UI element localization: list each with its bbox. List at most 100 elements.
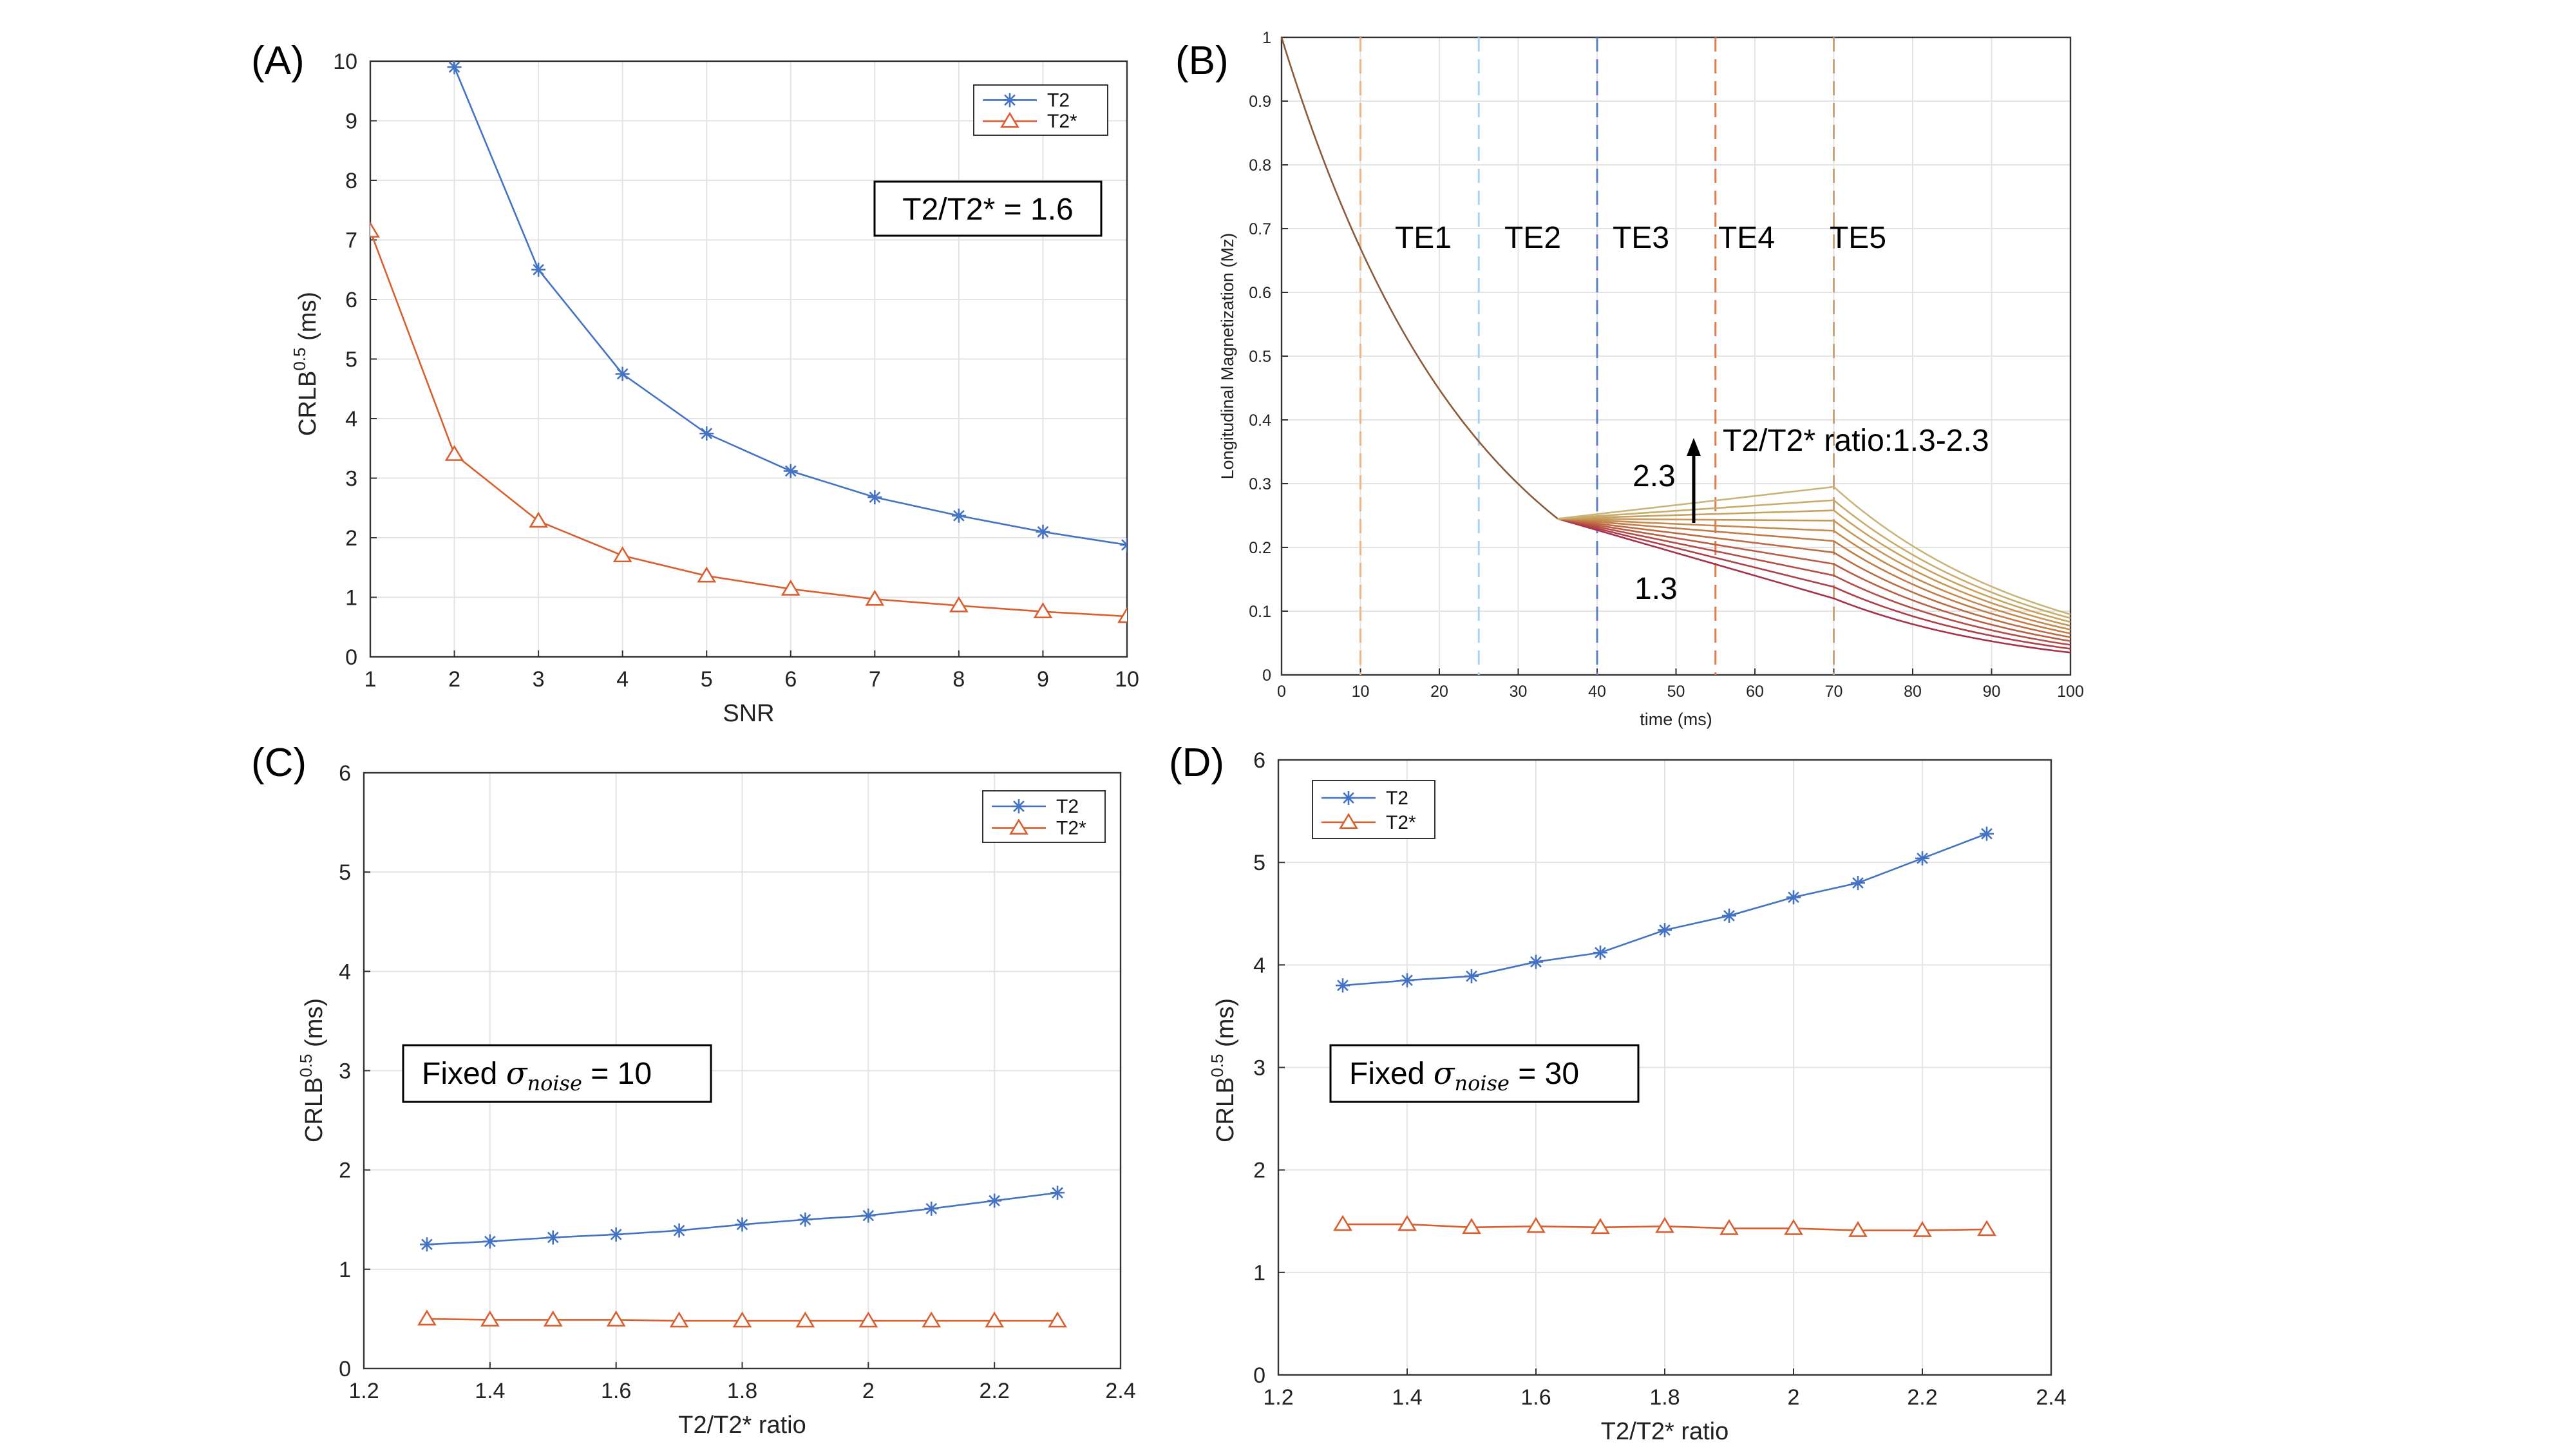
data-point	[1120, 538, 1127, 553]
data-point-d2	[1852, 877, 1864, 889]
y-tick-label: 9	[345, 109, 357, 134]
legend-marker	[1339, 813, 1358, 829]
data-point	[1462, 1218, 1481, 1235]
data-point	[615, 366, 630, 381]
annot-prefix: Fixed	[1349, 1057, 1434, 1091]
data-point-d2	[616, 368, 629, 380]
crlb-unit: (ms)	[294, 292, 321, 341]
data-point	[1786, 890, 1801, 905]
data-point	[732, 1311, 752, 1328]
data-point-d2	[869, 491, 881, 503]
x-tick-label: 2	[1788, 1385, 1800, 1410]
data-point	[985, 1311, 1005, 1328]
crlb: CRLB	[301, 1077, 328, 1142]
annot-value: = 10	[582, 1057, 652, 1091]
y-tick-label: 0.1	[1249, 603, 1271, 621]
series-t2star	[1333, 1215, 1996, 1237]
x-tick-label: 3	[533, 667, 545, 692]
y-tick-label: 0.4	[1249, 412, 1271, 430]
data-point	[735, 1217, 750, 1232]
annotation-text: Fixed σnoise = 10	[422, 1056, 652, 1095]
legend-marker-d2	[1343, 792, 1354, 804]
data-point-d2	[1530, 956, 1542, 968]
data-point	[444, 444, 464, 461]
y-axis-label: CRLB0.5 (ms)	[290, 292, 321, 436]
y-tick-label: 3	[339, 1059, 351, 1084]
data-point	[606, 1310, 626, 1327]
x-axis-label: T2/T2* ratio	[1601, 1418, 1729, 1445]
data-point	[1915, 851, 1929, 866]
y-tick-label: 1	[345, 586, 357, 611]
x-axis-label: time (ms)	[1640, 710, 1712, 729]
x-tick-label: 30	[1510, 683, 1528, 701]
data-point-d2	[1659, 924, 1671, 936]
data-point-d2	[448, 61, 460, 73]
legend-marker-d2	[1004, 94, 1016, 106]
panel-3: 1.2 1.4 1.6 1.8 2 2.2 2.4 0 1 2 3 4 5 6 (D) T2/T2* rati…	[1169, 741, 2067, 1445]
x-tick-label: 1.4	[1392, 1385, 1422, 1410]
annot-sigma: σ	[1434, 1056, 1455, 1092]
data-point	[609, 1227, 623, 1242]
data-point-d2	[1337, 980, 1349, 992]
data-point-d2	[1788, 891, 1799, 904]
ratio-curve	[1557, 518, 2071, 646]
te-label: TE4	[1718, 221, 1775, 255]
x-tick-label: 20	[1430, 683, 1448, 701]
x-tick-label: 60	[1746, 683, 1764, 701]
ratio-curve	[1557, 518, 2071, 642]
data-point-d2	[862, 1209, 875, 1222]
legend-label: T2	[1056, 796, 1079, 817]
data-point	[1400, 973, 1414, 988]
data-point	[1036, 524, 1050, 539]
data-point-d2	[799, 1213, 811, 1226]
data-point	[781, 580, 800, 596]
data-point	[482, 1234, 497, 1249]
annotation-box	[402, 1044, 712, 1103]
legend-label: T2	[1386, 788, 1408, 809]
y-tick-label: 0	[345, 645, 357, 670]
panel-label: (D)	[1169, 741, 1224, 785]
data-point	[1977, 1220, 1996, 1236]
y-axis-label: CRLB0.5 (ms)	[1208, 998, 1239, 1142]
data-point-d2	[1723, 910, 1735, 922]
ratio-curve	[1557, 486, 2071, 616]
ratio-curve	[1557, 518, 2071, 638]
crlb: CRLB	[1212, 1077, 1239, 1142]
data-point	[1526, 1217, 1546, 1233]
data-point-d2	[547, 1231, 559, 1244]
y-tick-label: 4	[1253, 953, 1265, 978]
data-point	[1048, 1311, 1067, 1328]
ratio-curve	[1557, 518, 2071, 627]
series-t2	[447, 61, 1127, 553]
y-tick-label: 7	[345, 229, 357, 253]
data-point	[612, 546, 632, 563]
data-point	[1655, 1217, 1674, 1233]
data-point	[1591, 1218, 1610, 1235]
te-label: TE1	[1395, 221, 1452, 255]
y-tick-label: 0.9	[1249, 93, 1271, 111]
x-tick-label: 1	[365, 667, 377, 692]
x-tick-label: 70	[1825, 683, 1843, 701]
y-tick-label: 0	[339, 1357, 351, 1381]
x-tick-label: 10	[1352, 683, 1370, 701]
y-tick-label: 5	[339, 860, 351, 885]
crlb-gap	[301, 1047, 328, 1054]
x-tick-label: 1.8	[727, 1379, 757, 1403]
x-tick-label: 1.6	[601, 1379, 631, 1403]
data-point	[545, 1230, 560, 1245]
data-point-d2	[673, 1224, 685, 1236]
y-tick-label: 1	[1253, 1261, 1265, 1285]
x-tick-label: 2.2	[1907, 1385, 1937, 1410]
data-point	[922, 1311, 942, 1328]
ratio-curve	[1557, 518, 2071, 650]
y-tick-label: 6	[339, 761, 351, 786]
ratio-curve	[1557, 518, 2071, 630]
data-point	[949, 596, 969, 612]
data-point	[1464, 969, 1479, 983]
data-point	[417, 1309, 437, 1326]
x-tick-label: 6	[784, 667, 797, 692]
y-tick-label: 0.8	[1249, 156, 1271, 175]
